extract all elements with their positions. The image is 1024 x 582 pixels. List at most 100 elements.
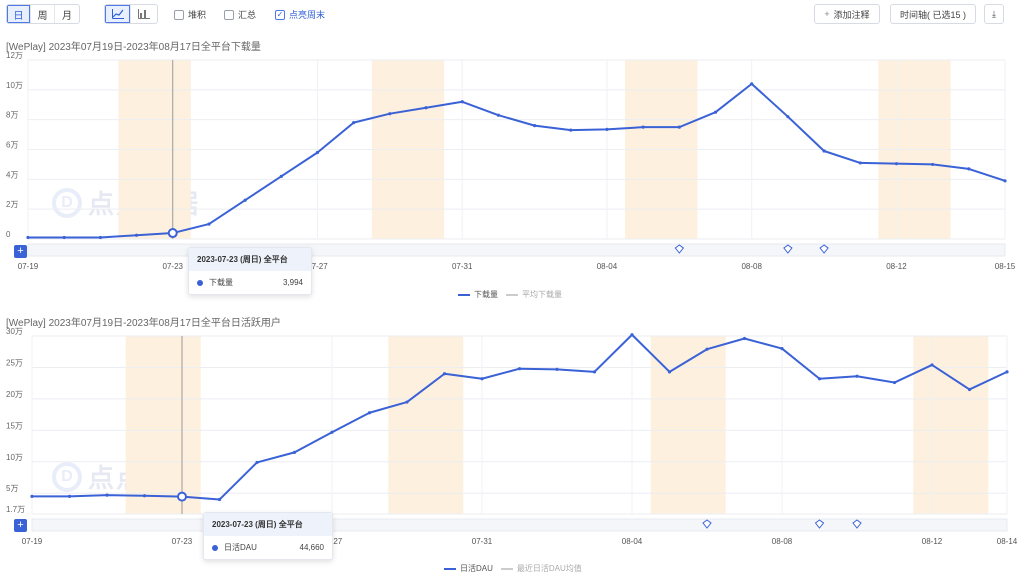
legend-item-dau[interactable]: 日活DAU bbox=[444, 563, 493, 574]
data-point[interactable] bbox=[817, 377, 822, 381]
data-point[interactable] bbox=[855, 374, 859, 378]
data-point[interactable] bbox=[105, 493, 109, 497]
data-point[interactable] bbox=[207, 222, 211, 226]
tooltip-header: 2023-07-23 (周日) 全平台 bbox=[189, 248, 311, 271]
legend-line bbox=[444, 567, 456, 570]
annotation-marker[interactable] bbox=[702, 519, 712, 529]
download-button[interactable]: ⤓ bbox=[984, 4, 1004, 24]
data-point[interactable] bbox=[67, 494, 72, 498]
annotation-marker[interactable] bbox=[852, 519, 862, 529]
highlight-weekend-checkbox[interactable]: ✓ 点亮周末 bbox=[275, 8, 325, 21]
data-point[interactable] bbox=[30, 494, 34, 498]
checkbox-box bbox=[174, 9, 184, 20]
data-point[interactable] bbox=[388, 112, 392, 116]
legend-item-downloads[interactable]: 下载量 bbox=[458, 289, 498, 300]
data-point[interactable] bbox=[424, 106, 428, 110]
data-point[interactable] bbox=[630, 333, 634, 337]
line-chart-button[interactable] bbox=[105, 5, 131, 23]
tooltip-series-name: 下载量 bbox=[209, 278, 233, 287]
data-point[interactable] bbox=[352, 121, 356, 125]
timeline-button[interactable]: 时间轴( 已选15 ) bbox=[890, 4, 976, 24]
data-point[interactable] bbox=[243, 198, 247, 202]
data-point[interactable] bbox=[555, 367, 559, 371]
data-point[interactable] bbox=[858, 161, 862, 165]
data-point[interactable] bbox=[480, 377, 484, 381]
data-point[interactable] bbox=[894, 162, 899, 166]
data-point[interactable] bbox=[177, 491, 187, 502]
data-point[interactable] bbox=[255, 460, 259, 465]
data-point[interactable] bbox=[677, 125, 681, 129]
data-point[interactable] bbox=[667, 370, 672, 374]
annotation-track[interactable] bbox=[31, 518, 1008, 532]
x-tick-label: 07-31 bbox=[472, 537, 493, 546]
x-tick-label: 07-23 bbox=[163, 262, 184, 271]
x-tick-label: 08-14 bbox=[997, 537, 1018, 546]
timeline-label: 时间轴( 已选15 ) bbox=[899, 9, 966, 20]
granularity-day-button[interactable]: 日 bbox=[7, 5, 31, 23]
legend-item-avg-downloads[interactable]: 平均下载量 bbox=[506, 289, 562, 300]
data-point[interactable] bbox=[713, 110, 718, 114]
data-point[interactable] bbox=[496, 113, 501, 117]
data-point[interactable] bbox=[532, 124, 537, 128]
bar-chart-button[interactable] bbox=[131, 5, 157, 23]
data-point[interactable] bbox=[1003, 179, 1007, 183]
legend-item-avg-dau[interactable]: 最近日活DAU均值 bbox=[500, 563, 582, 574]
tooltip-series-name: 日活DAU bbox=[224, 543, 257, 552]
annotation-marker[interactable] bbox=[819, 244, 829, 254]
weekend-band bbox=[650, 336, 726, 514]
data-point[interactable] bbox=[330, 430, 334, 434]
summary-checkbox[interactable]: 汇总 bbox=[224, 8, 256, 21]
data-point[interactable] bbox=[292, 450, 297, 454]
add-annotation-button[interactable]: + 添加注释 bbox=[814, 4, 880, 24]
data-point[interactable] bbox=[592, 370, 597, 374]
data-point[interactable] bbox=[62, 235, 66, 240]
x-tick-label: 08-15 bbox=[995, 262, 1016, 271]
legend-label: 日活DAU bbox=[460, 564, 493, 573]
y-tick-label: 30万 bbox=[6, 327, 23, 336]
toolbar: 日 周 月 堆积 汇总 ✓ 点亮周末 + 添加注释 时间轴( 已选15 ) ⤓ bbox=[0, 0, 1024, 30]
legend-line bbox=[458, 293, 470, 296]
data-point[interactable] bbox=[405, 400, 409, 404]
data-point[interactable] bbox=[605, 127, 609, 131]
x-tick-label: 07-19 bbox=[18, 262, 39, 271]
data-point[interactable] bbox=[786, 115, 790, 119]
chart-2-add-annotation-button[interactable]: + bbox=[14, 519, 27, 532]
data-point[interactable] bbox=[217, 497, 222, 502]
annotation-marker[interactable] bbox=[814, 519, 825, 529]
data-point[interactable] bbox=[279, 174, 283, 178]
data-point[interactable] bbox=[705, 347, 709, 351]
highlight-weekend-label: 点亮周末 bbox=[289, 10, 326, 20]
granularity-month-button[interactable]: 月 bbox=[62, 10, 72, 22]
chart-1-add-annotation-button[interactable]: + bbox=[14, 245, 27, 258]
data-point[interactable] bbox=[892, 380, 897, 385]
stack-checkbox[interactable]: 堆积 bbox=[174, 8, 206, 21]
annotation-marker[interactable] bbox=[674, 244, 685, 254]
data-point[interactable] bbox=[569, 128, 573, 132]
data-point[interactable] bbox=[442, 372, 447, 376]
data-point[interactable] bbox=[98, 235, 102, 240]
data-point[interactable] bbox=[822, 149, 826, 153]
data-point[interactable] bbox=[641, 125, 645, 129]
data-point[interactable] bbox=[142, 494, 147, 498]
data-point[interactable] bbox=[750, 82, 754, 86]
data-point[interactable] bbox=[931, 162, 935, 167]
plus-icon: + bbox=[824, 9, 830, 19]
granularity-week-button[interactable]: 周 bbox=[31, 5, 55, 23]
data-point[interactable] bbox=[460, 100, 464, 104]
data-point[interactable] bbox=[315, 150, 320, 155]
data-point[interactable] bbox=[930, 363, 934, 367]
x-tick-label: 08-12 bbox=[886, 262, 907, 271]
data-point[interactable] bbox=[517, 367, 522, 371]
data-point[interactable] bbox=[742, 336, 747, 341]
data-point[interactable] bbox=[134, 233, 139, 237]
y-tick-label: 20万 bbox=[6, 390, 23, 399]
annotation-marker[interactable] bbox=[783, 244, 793, 254]
data-point[interactable] bbox=[780, 346, 784, 351]
annotation-track[interactable] bbox=[27, 243, 1006, 257]
data-point[interactable] bbox=[167, 228, 178, 239]
data-point[interactable] bbox=[967, 167, 971, 171]
data-point[interactable] bbox=[967, 387, 972, 392]
data-point[interactable] bbox=[1005, 370, 1009, 374]
data-point[interactable] bbox=[367, 411, 372, 415]
data-point[interactable] bbox=[26, 235, 30, 240]
